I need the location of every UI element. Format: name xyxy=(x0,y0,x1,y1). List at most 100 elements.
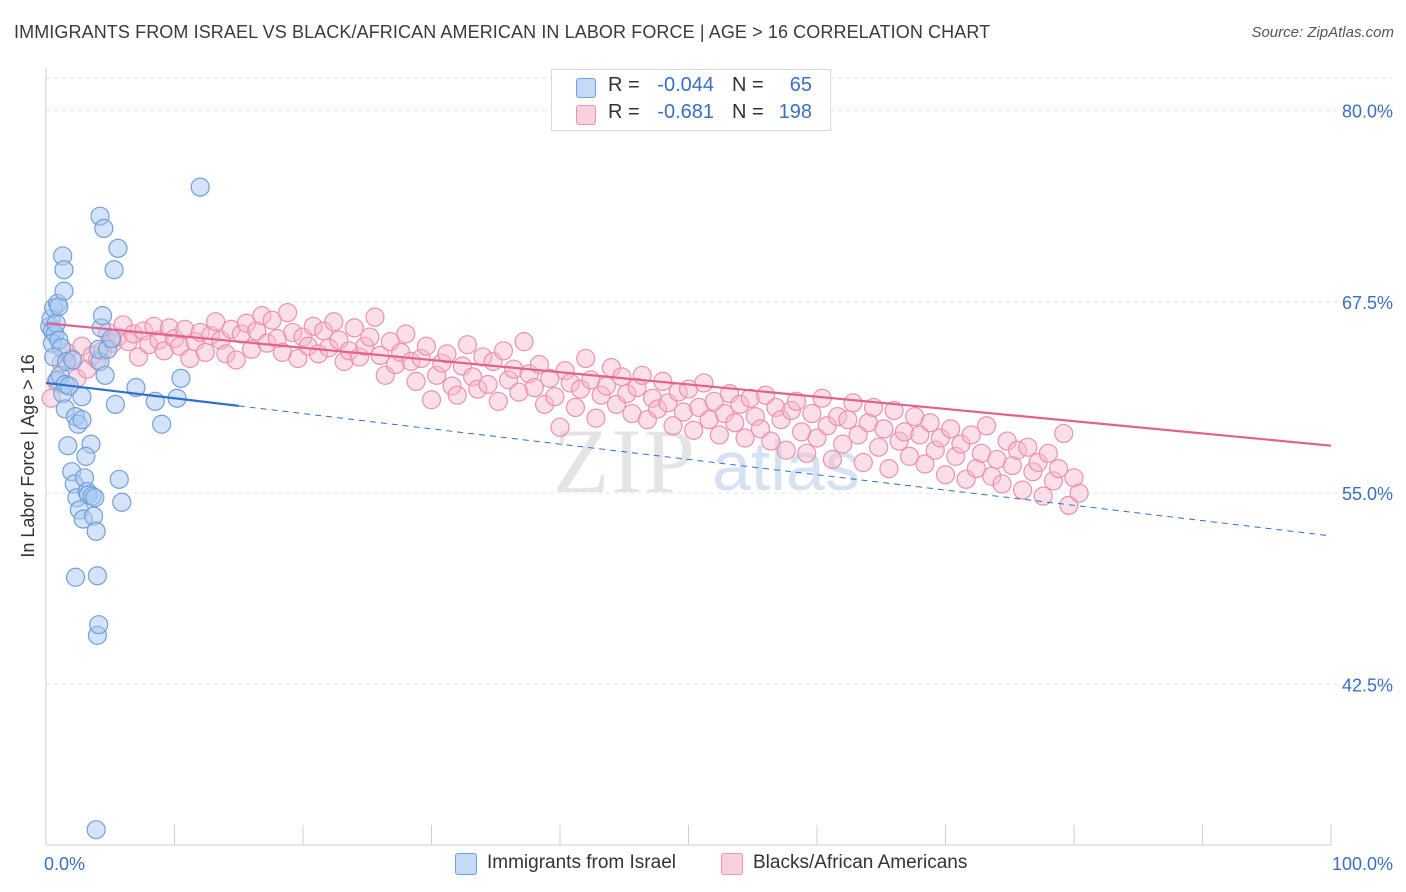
data-point-israel[interactable] xyxy=(105,394,125,414)
data-point-black[interactable] xyxy=(961,425,981,445)
data-point-black[interactable] xyxy=(946,446,966,466)
data-point-black[interactable] xyxy=(509,382,529,402)
data-point-black[interactable] xyxy=(365,307,385,327)
data-point-black[interactable] xyxy=(432,353,452,373)
data-point-black[interactable] xyxy=(766,397,786,418)
data-point-black[interactable] xyxy=(427,365,447,385)
data-point-black[interactable] xyxy=(992,474,1012,494)
data-point-black[interactable] xyxy=(750,419,771,439)
data-point-black[interactable] xyxy=(874,419,894,439)
data-point-israel[interactable] xyxy=(95,365,115,385)
data-point-black[interactable] xyxy=(869,437,889,457)
data-point-black[interactable] xyxy=(226,350,246,370)
data-point-black[interactable] xyxy=(175,319,195,339)
data-point-black[interactable] xyxy=(1064,468,1084,488)
data-point-black[interactable] xyxy=(889,431,909,451)
data-point-black[interactable] xyxy=(704,391,724,411)
data-point-israel[interactable] xyxy=(86,521,106,541)
data-point-black[interactable] xyxy=(1012,480,1033,500)
data-point-black[interactable] xyxy=(283,322,303,343)
data-point-black[interactable] xyxy=(1002,455,1022,476)
data-point-black[interactable] xyxy=(154,341,174,361)
data-point-black[interactable] xyxy=(277,302,298,323)
data-point-black[interactable] xyxy=(442,376,462,396)
data-point-black[interactable] xyxy=(1048,459,1069,479)
data-point-black[interactable] xyxy=(1023,462,1043,482)
data-point-black[interactable] xyxy=(252,306,272,326)
data-point-israel[interactable] xyxy=(54,260,74,280)
data-point-black[interactable] xyxy=(488,391,508,411)
data-point-black[interactable] xyxy=(514,332,534,352)
data-point-black[interactable] xyxy=(545,387,565,407)
data-point-black[interactable] xyxy=(735,428,755,448)
data-point-black[interactable] xyxy=(319,338,339,358)
data-point-black[interactable] xyxy=(673,402,693,422)
data-point-israel[interactable] xyxy=(65,567,86,587)
data-point-black[interactable] xyxy=(216,344,236,364)
data-point-black[interactable] xyxy=(421,390,442,410)
data-point-black[interactable] xyxy=(324,312,344,332)
data-point-black[interactable] xyxy=(159,318,179,338)
data-point-black[interactable] xyxy=(1018,437,1038,457)
data-point-black[interactable] xyxy=(648,399,668,419)
data-point-black[interactable] xyxy=(920,413,940,433)
data-point-israel[interactable] xyxy=(101,328,122,349)
data-point-black[interactable] xyxy=(288,348,308,369)
data-point-black[interactable] xyxy=(468,379,488,399)
data-point-black[interactable] xyxy=(684,420,704,440)
data-point-black[interactable] xyxy=(493,341,514,361)
data-point-black[interactable] xyxy=(416,336,436,356)
data-point-black[interactable] xyxy=(555,361,575,381)
data-point-israel[interactable] xyxy=(104,260,124,280)
data-point-black[interactable] xyxy=(935,465,956,485)
data-point-black[interactable] xyxy=(663,416,683,436)
data-point-black[interactable] xyxy=(894,422,914,442)
data-point-black[interactable] xyxy=(833,434,853,454)
data-point-black[interactable] xyxy=(745,407,765,427)
data-point-black[interactable] xyxy=(396,324,416,344)
data-point-black[interactable] xyxy=(231,324,251,344)
data-point-israel[interactable] xyxy=(87,566,108,586)
data-point-black[interactable] xyxy=(437,344,457,364)
data-point-black[interactable] xyxy=(786,391,807,411)
data-point-israel[interactable] xyxy=(72,387,92,407)
data-point-israel[interactable] xyxy=(89,615,109,635)
data-point-israel[interactable] xyxy=(112,492,132,512)
data-point-israel[interactable] xyxy=(108,238,128,258)
data-point-black[interactable] xyxy=(550,417,570,437)
data-point-black[interactable] xyxy=(457,335,478,355)
data-point-black[interactable] xyxy=(925,440,945,460)
data-point-black[interactable] xyxy=(576,348,596,369)
data-point-israel[interactable] xyxy=(76,446,96,466)
data-point-black[interactable] xyxy=(303,316,323,336)
data-point-black[interactable] xyxy=(540,368,560,388)
data-point-black[interactable] xyxy=(740,388,760,408)
data-point-black[interactable] xyxy=(848,425,868,445)
data-point-black[interactable] xyxy=(1069,483,1089,503)
data-point-black[interactable] xyxy=(694,373,714,393)
data-point-black[interactable] xyxy=(802,403,822,424)
data-point-black[interactable] xyxy=(884,400,904,421)
data-point-black[interactable] xyxy=(617,384,637,404)
data-point-black[interactable] xyxy=(524,377,544,398)
data-point-black[interactable] xyxy=(195,342,215,362)
data-point-black[interactable] xyxy=(206,312,226,332)
data-point-black[interactable] xyxy=(725,413,745,433)
data-point-israel[interactable] xyxy=(94,218,114,239)
data-point-israel[interactable] xyxy=(58,436,78,456)
data-point-black[interactable] xyxy=(977,416,997,436)
data-point-israel[interactable] xyxy=(152,414,172,434)
data-point-black[interactable] xyxy=(730,394,750,414)
data-point-black[interactable] xyxy=(355,336,375,356)
data-point-israel[interactable] xyxy=(171,368,191,388)
data-point-black[interactable] xyxy=(262,310,282,330)
data-point-black[interactable] xyxy=(915,454,935,474)
data-point-black[interactable] xyxy=(344,318,364,338)
data-point-black[interactable] xyxy=(941,419,961,439)
data-point-black[interactable] xyxy=(499,370,519,390)
data-point-black[interactable] xyxy=(463,367,483,387)
data-point-israel[interactable] xyxy=(85,488,105,508)
data-point-black[interactable] xyxy=(781,400,801,421)
data-point-black[interactable] xyxy=(776,440,796,460)
data-point-black[interactable] xyxy=(236,313,257,333)
